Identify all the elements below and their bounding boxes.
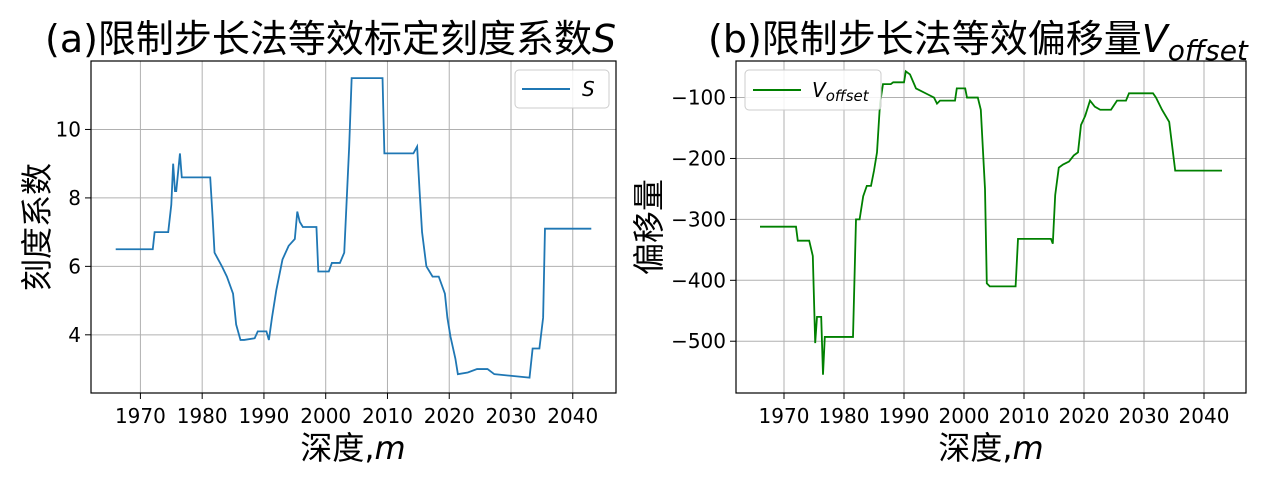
panel-b-x-label: 深度,m — [938, 429, 1043, 467]
series-line-voffset — [760, 71, 1222, 374]
y-tick-label: −100 — [671, 86, 726, 110]
y-tick-label: 4 — [68, 323, 81, 347]
legend-label-s: S — [582, 77, 595, 101]
x-tick-label: 2040 — [1179, 404, 1230, 428]
y-tick-label: 6 — [68, 254, 81, 278]
panel-a-title: (a)限制步长法等效标定刻度系数S — [45, 17, 616, 61]
panel-a: (a)限制步长法等效标定刻度系数S 1970 1980 1990 2000 2010 20… — [18, 17, 616, 467]
panel-a-y-ticks: 4 6 8 10 — [56, 117, 91, 346]
x-tick-label: 2030 — [486, 404, 537, 428]
panel-a-y-label: 刻度系数 — [18, 163, 56, 291]
panel-b-y-ticks: −100 −200 −300 −400 −500 — [671, 86, 736, 354]
panel-b-grid — [736, 61, 1246, 393]
x-tick-label: 1990 — [238, 404, 289, 428]
x-tick-label: 2030 — [1119, 404, 1170, 428]
y-tick-label: 10 — [56, 117, 81, 141]
panel-b: (b)限制步长法等效偏移量Voffset 1970 1980 1990 2000 201… — [630, 17, 1249, 467]
x-tick-label: 2020 — [1059, 404, 1110, 428]
panel-b-y-label: 偏移量 — [630, 179, 668, 275]
y-tick-label: −200 — [671, 146, 726, 170]
panel-a-x-label: 深度,m — [300, 429, 405, 467]
x-tick-label: 2010 — [362, 404, 413, 428]
x-tick-label: 2020 — [424, 404, 475, 428]
panel-a-grid — [91, 61, 616, 393]
panel-b-legend: Voffset — [745, 70, 881, 110]
panel-b-title: (b)限制步长法等效偏移量Voffset — [708, 17, 1249, 67]
x-tick-label: 1990 — [879, 404, 930, 428]
panel-a-legend: S — [515, 70, 609, 108]
panel-b-x-ticks: 1970 1980 1990 2000 2010 2020 2030 2040 — [759, 393, 1230, 428]
panel-a-frame — [91, 61, 616, 393]
x-tick-label: 1970 — [759, 404, 810, 428]
x-tick-label: 2000 — [939, 404, 990, 428]
x-tick-label: 1970 — [115, 404, 166, 428]
x-tick-label: 1980 — [819, 404, 870, 428]
y-tick-label: −500 — [671, 329, 726, 353]
y-tick-label: −300 — [671, 207, 726, 231]
series-line-s — [116, 78, 592, 377]
x-tick-label: 2010 — [999, 404, 1050, 428]
x-tick-label: 1980 — [177, 404, 228, 428]
x-tick-label: 2000 — [300, 404, 351, 428]
y-tick-label: −400 — [671, 268, 726, 292]
panel-a-x-ticks: 1970 1980 1990 2000 2010 2020 2030 2040 — [115, 393, 598, 428]
y-tick-label: 8 — [68, 186, 81, 210]
panel-b-frame — [736, 61, 1246, 393]
x-tick-label: 2040 — [547, 404, 598, 428]
